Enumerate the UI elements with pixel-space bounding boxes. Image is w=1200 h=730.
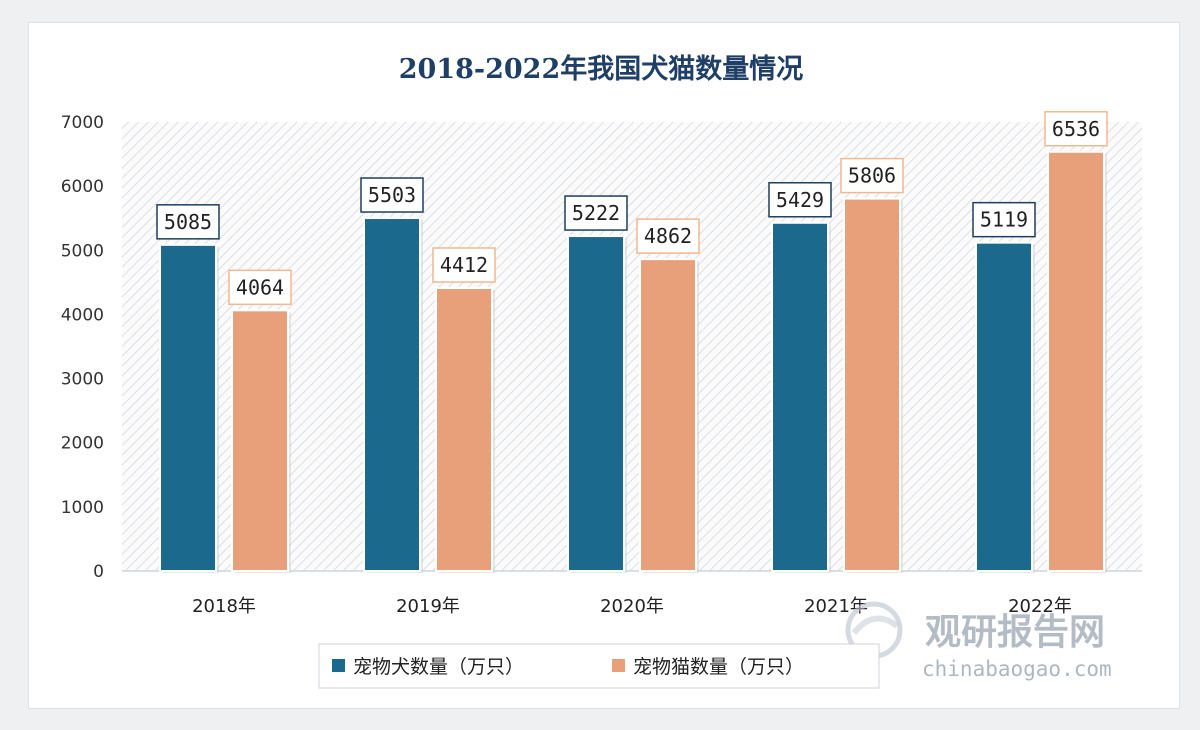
bar-dog: [363, 217, 421, 572]
data-label-box: [1044, 111, 1108, 147]
bar-cat: [639, 258, 697, 573]
bars: [159, 150, 1107, 574]
watermark: 观研报告网 chinabaogao.com: [845, 601, 1112, 681]
y-tick-label: 6000: [61, 177, 104, 197]
x-tick-label: 2020年: [600, 596, 664, 617]
x-tick-label: 2021年: [804, 596, 868, 617]
chart-card: 2018-2022年我国犬猫数量情况 0 1000 2000 3000 4000 5000…: [28, 22, 1180, 709]
legend-swatch-cat: [612, 659, 625, 672]
data-label-dog: 5222: [572, 201, 620, 225]
data-label-box: [636, 218, 700, 254]
data-label-box: [564, 195, 628, 231]
data-labels: 5085 4064 5503 4412 5222 4862 5429 5806 5119 6536: [156, 111, 1108, 306]
data-label-cat: 4412: [440, 253, 488, 277]
y-tick-label: 5000: [61, 241, 104, 261]
watermark-en: chinabaogao.com: [922, 657, 1112, 681]
data-label-box: [840, 157, 904, 194]
data-label-cat: 4862: [644, 224, 692, 248]
x-tick-label: 2022年: [1008, 596, 1072, 617]
watermark-cn: 观研报告网: [925, 612, 1105, 653]
legend-swatch-dog: [332, 659, 345, 672]
data-label-box: [156, 204, 220, 240]
legend-label-cat: 宠物猫数量（万只）: [633, 656, 804, 678]
x-axis: 2018年 2019年 2020年 2021年 2022年: [192, 596, 1072, 617]
bar-dog: [975, 241, 1033, 572]
bar-cat: [231, 309, 289, 572]
y-tick-label: 3000: [61, 370, 104, 390]
chart-title: 2018-2022年我国犬猫数量情况: [399, 53, 804, 85]
bar-dog: [159, 243, 217, 573]
data-label-dog: 5085: [164, 210, 212, 234]
bar-dog: [771, 221, 829, 572]
x-tick-label: 2018年: [192, 596, 256, 617]
bar-cat: [1047, 150, 1105, 572]
y-tick-label: 1000: [61, 498, 104, 518]
data-label-box: [768, 182, 832, 218]
legend-box: [318, 643, 880, 689]
data-label-box: [972, 201, 1036, 238]
y-axis: 0 1000 2000 3000 4000 5000 6000 7000: [61, 113, 104, 582]
data-label-cat: 5806: [848, 164, 896, 188]
y-tick-label: 4000: [61, 305, 104, 325]
data-label-box: [360, 177, 424, 213]
bar-dog: [567, 235, 625, 573]
y-tick-label: 7000: [61, 113, 104, 133]
bar-cat: [435, 287, 493, 572]
bar-cat: [843, 197, 901, 572]
data-label-box: [432, 247, 496, 283]
data-label-dog: 5429: [776, 188, 824, 212]
data-label-box: [228, 269, 292, 306]
x-tick-label: 2019年: [396, 596, 460, 617]
plot-area-background: [122, 122, 1142, 571]
chart: 2018-2022年我国犬猫数量情况 0 1000 2000 3000 4000 5000…: [61, 53, 1142, 689]
data-label-cat: 6536: [1052, 117, 1100, 141]
data-label-cat: 4064: [236, 275, 284, 299]
y-tick-label: 0: [93, 562, 104, 582]
y-tick-label: 2000: [61, 434, 104, 454]
legend-label-dog: 宠物犬数量（万只）: [353, 656, 524, 678]
data-label-dog: 5119: [980, 208, 1028, 232]
legend: 宠物犬数量（万只） 宠物猫数量（万只）: [318, 643, 880, 689]
data-label-dog: 5503: [368, 183, 416, 207]
